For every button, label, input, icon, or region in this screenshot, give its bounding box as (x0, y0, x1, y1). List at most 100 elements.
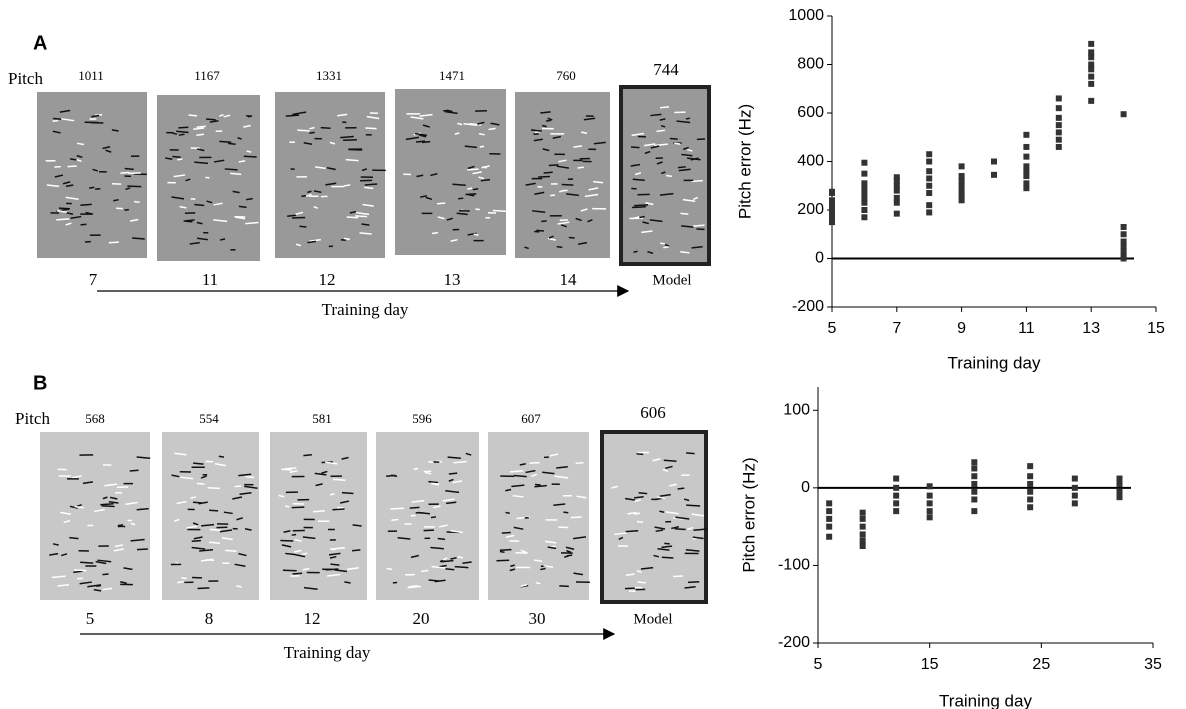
point (958, 182, 965, 189)
spectrogram-stroke (352, 549, 361, 552)
spectrogram (40, 432, 150, 600)
spectrogram-stroke (556, 245, 563, 249)
spectrogram-stroke (674, 142, 681, 145)
spectrogram-stroke (549, 453, 559, 457)
spectrogram-stroke (365, 127, 377, 130)
spectrogram-stroke (65, 222, 72, 226)
spectrogram-stroke (186, 525, 198, 529)
point (958, 163, 965, 170)
spectrogram-stroke (60, 553, 68, 557)
spectrogram-stroke (101, 504, 115, 508)
spectrogram-stroke (329, 141, 336, 145)
spectrogram-stroke (630, 146, 640, 149)
spectrogram-stroke (125, 187, 131, 191)
spectrogram-stroke (125, 501, 138, 506)
spectrogram-stroke (566, 549, 572, 554)
spectrogram-stroke (433, 505, 441, 509)
spectrogram-stroke (409, 506, 420, 509)
spectrogram-stroke (665, 465, 673, 470)
spectrogram-stroke (313, 206, 319, 209)
spectrogram-stroke (442, 557, 448, 561)
point (926, 500, 933, 507)
spectrogram-stroke (325, 182, 337, 186)
spectrogram-stroke (529, 461, 540, 464)
spectrogram-stroke (223, 511, 233, 515)
spectrogram-stroke (246, 114, 252, 117)
spectrogram-stroke (194, 203, 205, 207)
x-tick-label: 15 (921, 656, 939, 673)
spectrogram-stroke (665, 511, 679, 515)
spectrogram-stroke (531, 210, 546, 214)
spectrogram-stroke (456, 212, 468, 216)
point (859, 543, 866, 550)
spectrogram-stroke (565, 546, 575, 550)
point (1116, 488, 1123, 495)
spectrogram-stroke (93, 588, 102, 592)
spectrogram-stroke (177, 580, 184, 584)
spectrogram (376, 432, 479, 600)
spectrogram-stroke (657, 547, 670, 551)
spectrogram-stroke (62, 181, 71, 185)
pitch-value: 568 (85, 411, 105, 426)
spectrogram-stroke (305, 193, 312, 197)
spectrogram-stroke (543, 565, 554, 568)
spectrogram-stroke (593, 180, 604, 184)
point (1071, 492, 1078, 499)
spectrogram-stroke (593, 141, 606, 145)
spectrogram-stroke (573, 145, 583, 148)
spectrogram-stroke (663, 459, 677, 463)
spectrogram-stroke (292, 572, 303, 575)
spectrogram-stroke (218, 455, 225, 458)
panel-label: A (33, 32, 47, 54)
spectrogram-stroke (238, 552, 247, 557)
spectrogram-stroke (390, 507, 405, 510)
point (971, 508, 978, 515)
spectrogram-stroke (637, 581, 646, 584)
spectrogram-stroke (650, 113, 662, 117)
spectrogram-stroke (448, 472, 458, 475)
spectrogram-stroke (52, 130, 61, 134)
x-tick-label: 5 (828, 320, 837, 337)
spectrogram-stroke (577, 241, 588, 246)
point (1088, 61, 1095, 68)
spectrogram-stroke (332, 478, 346, 481)
x-tick-label: 35 (1144, 656, 1162, 673)
spectrogram-stroke (530, 129, 543, 132)
spectrogram-stroke (284, 467, 297, 470)
y-tick-label: -200 (792, 298, 824, 315)
spectrogram-stroke (634, 499, 641, 503)
spectrogram-stroke (512, 495, 524, 498)
spectrogram-stroke (293, 549, 302, 553)
spectrogram-stroke (191, 539, 202, 542)
spectrogram-stroke (643, 143, 656, 147)
point (859, 509, 866, 516)
spectrogram-stroke (295, 554, 306, 558)
spectrogram-stroke (587, 219, 593, 223)
pitch-value: 1167 (194, 68, 220, 83)
y-axis-label: Pitch error (Hz) (735, 104, 754, 219)
spectrogram-stroke (291, 506, 305, 509)
point (893, 210, 900, 217)
x-axis-label: Training day (939, 691, 1032, 709)
spectrogram-stroke (104, 483, 118, 487)
spectrogram-stroke (307, 190, 312, 194)
spectrogram-stroke (633, 495, 644, 499)
spectrogram-stroke (561, 183, 574, 186)
pitch-value: 554 (199, 411, 219, 426)
spectrogram-stroke (669, 137, 678, 140)
x-tick-label: 9 (957, 320, 966, 337)
spectrogram-stroke (625, 573, 635, 577)
spectrogram-stroke (120, 171, 129, 175)
y-tick-label: 100 (783, 401, 810, 418)
spectrogram-stroke (74, 505, 84, 509)
spectrogram-stroke (464, 145, 477, 149)
spectrogram-stroke (176, 130, 189, 134)
spectrogram-stroke (676, 120, 691, 124)
spectrogram-stroke (557, 221, 570, 225)
point (826, 533, 833, 540)
spectrogram-stroke (510, 564, 515, 567)
spectrogram-stroke (505, 488, 512, 492)
point (926, 508, 933, 515)
spectrogram-stroke (677, 487, 685, 490)
